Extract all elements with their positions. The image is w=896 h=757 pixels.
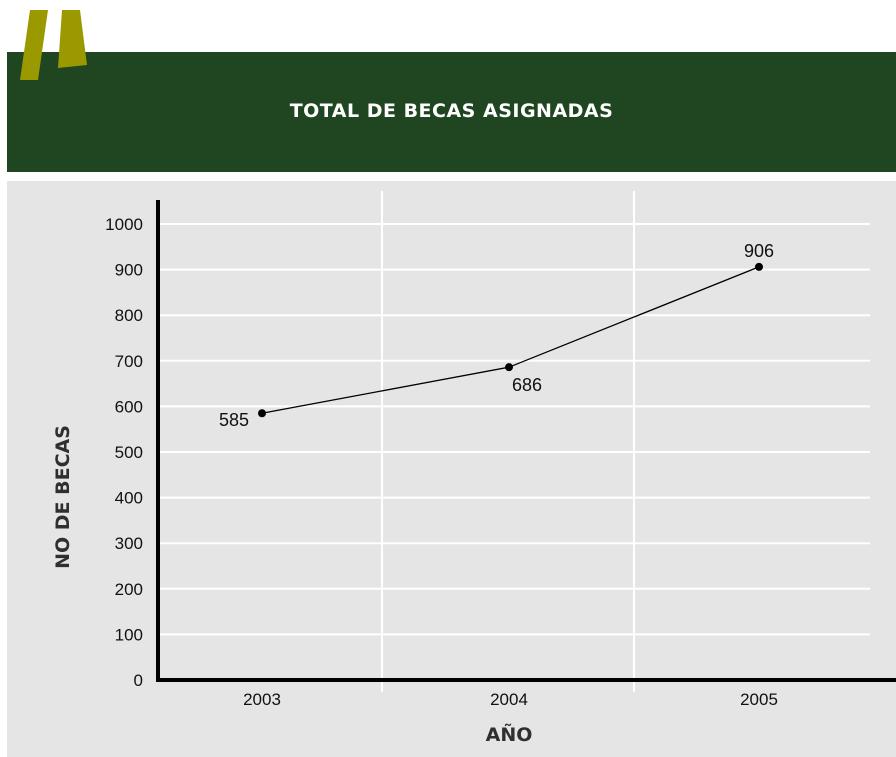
grid-layer: [158, 191, 870, 692]
data-point: [258, 409, 266, 418]
x-axis-title: AÑO: [486, 722, 533, 746]
y-tick-label: 900: [115, 261, 143, 280]
data-label: 686: [512, 375, 542, 395]
y-axis-title: NO DE BECAS: [52, 425, 74, 569]
axis-layer: [156, 200, 896, 682]
quote-mark-icon: [20, 10, 87, 80]
data-label: 585: [219, 410, 249, 430]
data-labels: 585 686 906: [219, 241, 774, 430]
x-tick-label: 2003: [243, 690, 281, 709]
y-tick-label: 1000: [105, 215, 143, 234]
series-line: [261, 266, 760, 414]
y-tick-label: 800: [115, 306, 143, 325]
x-tick-label: 2004: [490, 690, 528, 709]
header-band: [7, 52, 896, 172]
data-label: 906: [744, 241, 774, 261]
y-tick-label: 300: [115, 534, 143, 553]
y-tick-labels: 0 100 200 300 400 500 600 700 800 900 1000: [105, 215, 143, 690]
series-layer: [258, 262, 763, 418]
y-tick-label: 500: [115, 443, 143, 462]
y-tick-label: 200: [115, 580, 143, 599]
chart-panel: 0 100 200 300 400 500 600 700 800 900 1000 2003 200…: [7, 181, 896, 757]
x-tick-labels: 2003 2004 2005: [243, 690, 778, 709]
y-tick-label: 600: [115, 397, 143, 416]
y-tick-label: 0: [134, 671, 143, 690]
y-tick-label: 700: [115, 352, 143, 371]
data-point: [755, 262, 763, 271]
x-tick-label: 2005: [740, 690, 778, 709]
data-point: [505, 363, 513, 372]
chart-title: TOTAL DE BECAS ASIGNADAS: [289, 100, 614, 122]
y-tick-label: 400: [115, 489, 143, 508]
y-tick-label: 100: [115, 625, 143, 644]
